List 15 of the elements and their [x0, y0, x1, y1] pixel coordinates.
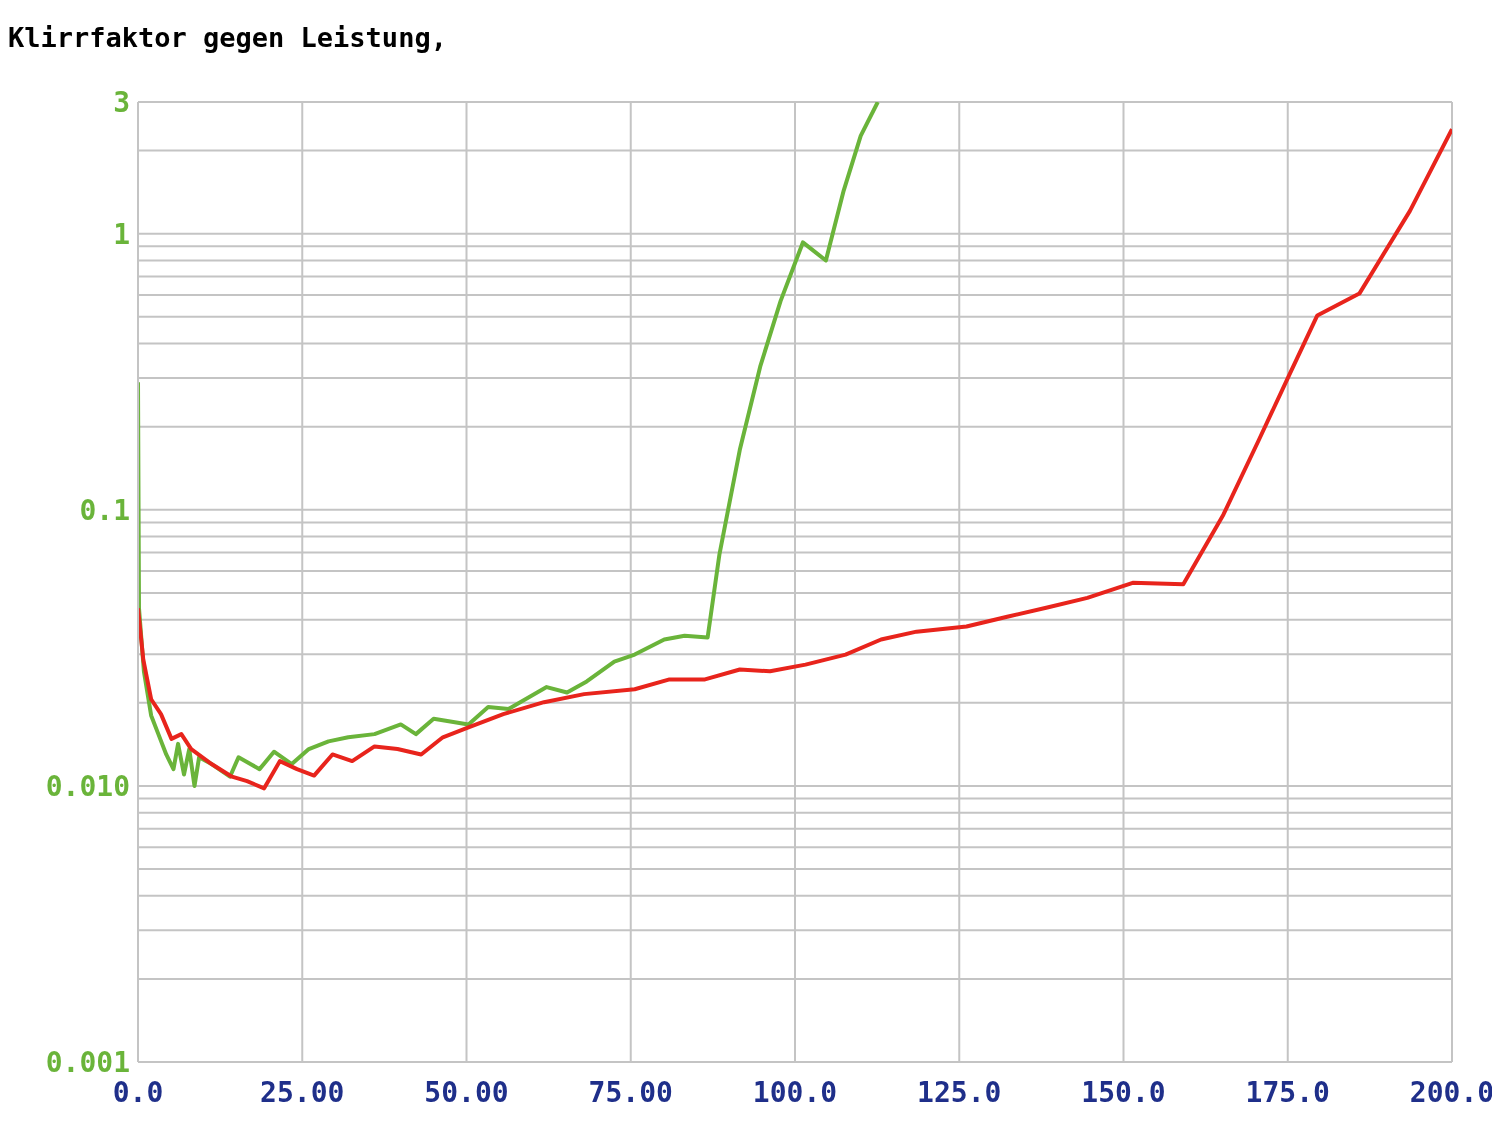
x-tick-label: 100.0: [752, 1075, 838, 1109]
y-tick-label: 3: [113, 85, 130, 119]
y-tick-label: 0.010: [45, 769, 130, 803]
x-tick-label: 175.0: [1245, 1075, 1330, 1109]
y-tick-label: 1: [113, 217, 130, 251]
x-tick-label: 75.00: [588, 1075, 673, 1109]
x-tick-label: 25.00: [260, 1075, 345, 1109]
line-series: [138, 127, 1452, 791]
line-series: [138, 102, 880, 788]
y-tick-label: 0.1: [79, 493, 130, 527]
x-tick-label: 200.0: [1409, 1075, 1495, 1109]
x-tick-label: 150.0: [1081, 1075, 1166, 1109]
x-tick-label: 50.00: [424, 1075, 509, 1109]
x-tick-label: 125.0: [917, 1075, 1002, 1109]
chart-title: Klirrfaktor gegen Leistung,: [8, 21, 448, 55]
